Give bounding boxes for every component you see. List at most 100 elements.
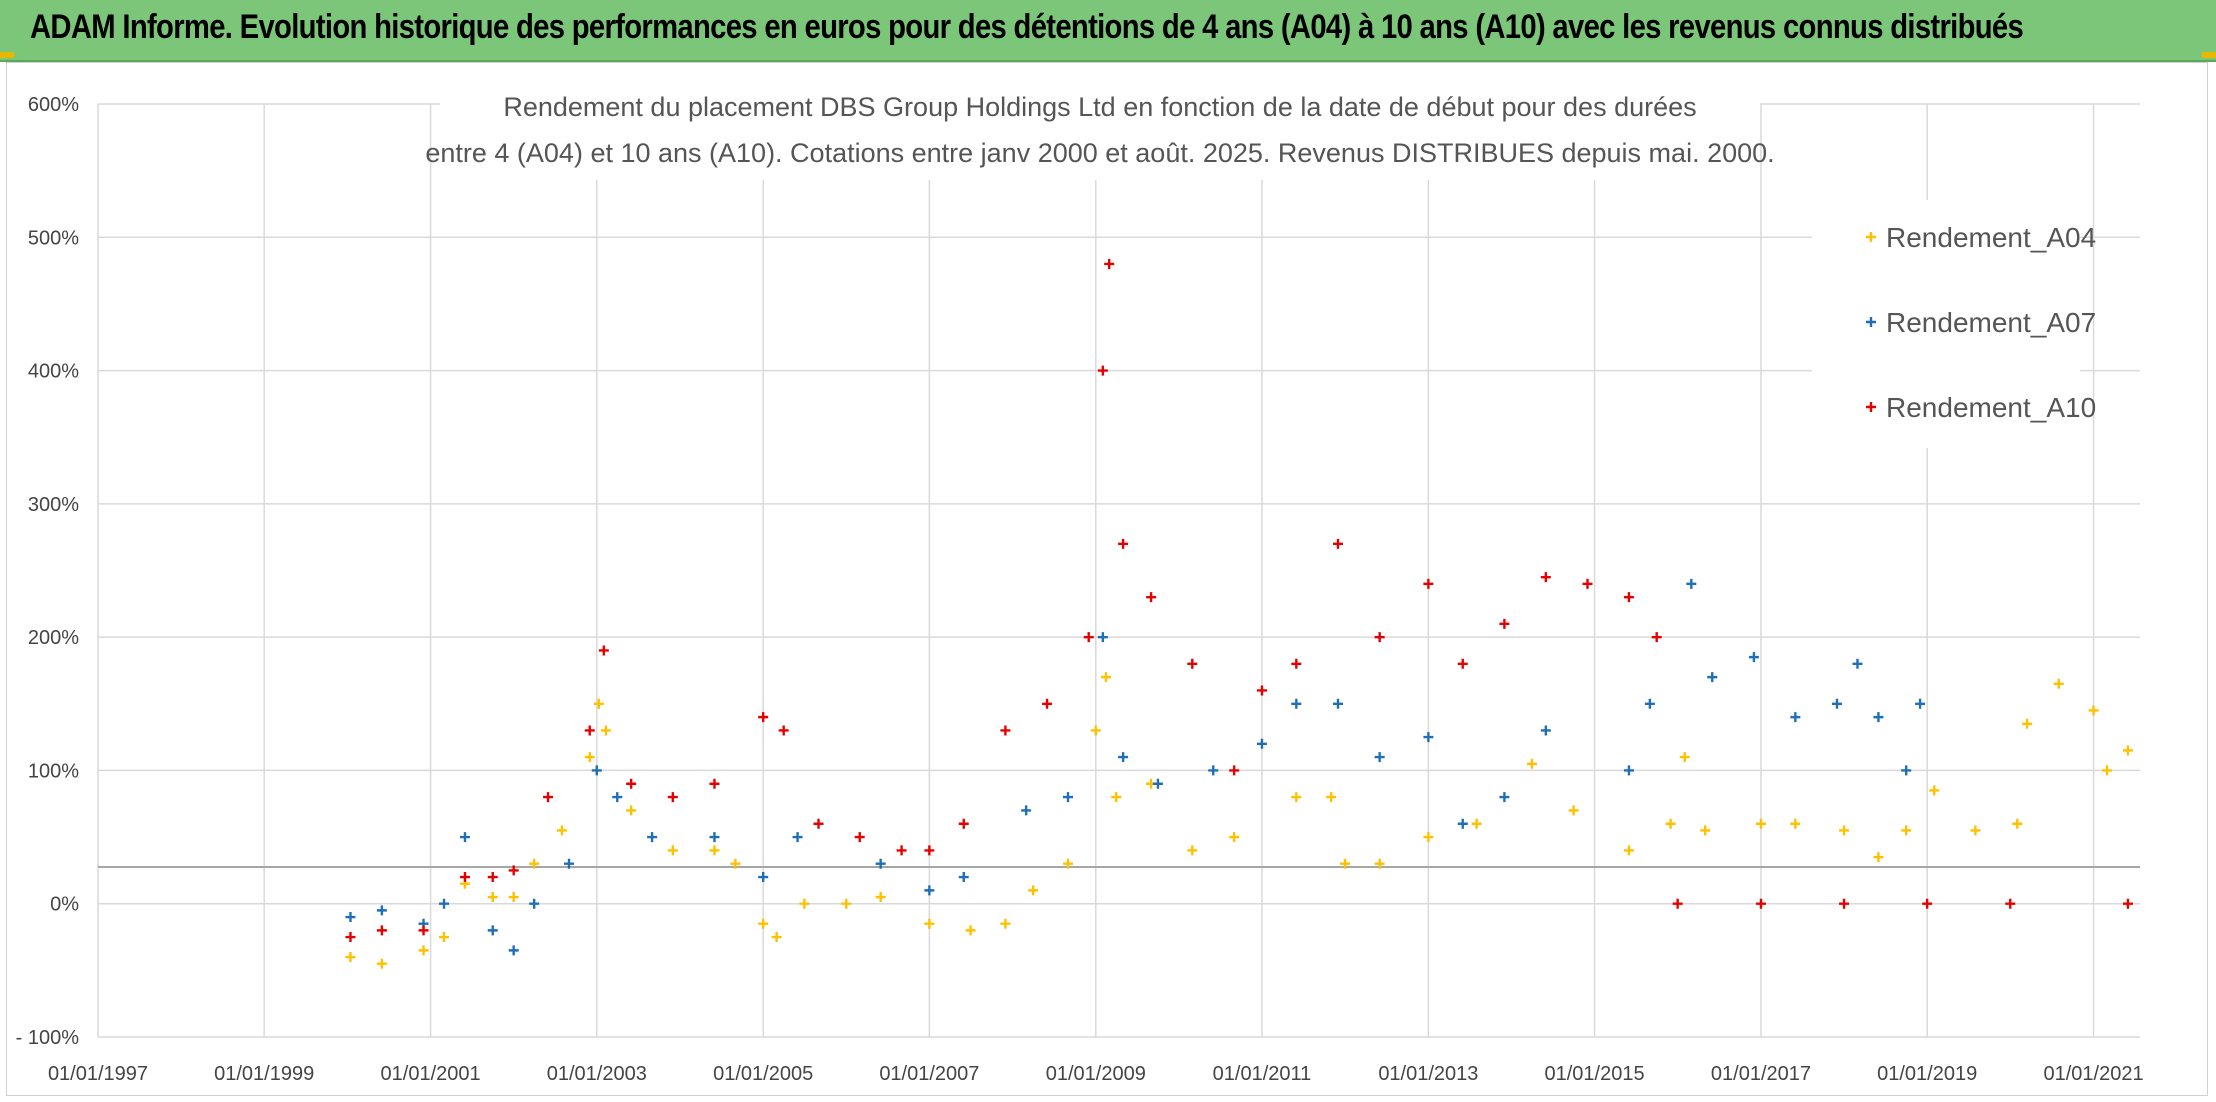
data-point (709, 832, 720, 843)
data-point (543, 792, 554, 803)
data-point (841, 898, 852, 909)
data-point (1097, 365, 1108, 376)
data-point (2122, 898, 2133, 909)
x-tick-label: 01/01/1999 (214, 1063, 314, 1085)
data-point (2101, 765, 2112, 776)
series-rendement-a07 (345, 578, 1926, 956)
data-point (1929, 785, 1940, 796)
data-point (418, 925, 429, 936)
data-point (418, 945, 429, 956)
data-point (591, 765, 602, 776)
data-point (792, 832, 803, 843)
data-point (730, 858, 741, 869)
data-point (1374, 632, 1385, 643)
legend: Rendement_A04 Rendement_A07 Rendement_A10 (1812, 200, 2096, 448)
y-tick-label: 400% (28, 361, 79, 383)
y-tick-label: - 100% (16, 1027, 80, 1049)
data-point (1104, 258, 1115, 269)
data-point (1839, 825, 1850, 836)
chart-title-line1: Rendement du placement DBS Group Holding… (503, 92, 1696, 122)
data-point (1499, 792, 1510, 803)
data-point (799, 898, 810, 909)
data-point (593, 698, 604, 709)
y-tick-label: 500% (28, 227, 79, 249)
data-point (709, 845, 720, 856)
data-point (965, 925, 976, 936)
data-point (1582, 578, 1593, 589)
data-point (1063, 792, 1074, 803)
data-point (508, 945, 519, 956)
data-point (1187, 658, 1198, 669)
data-point (1970, 825, 1981, 836)
data-point (439, 898, 450, 909)
legend-marker (1866, 402, 1876, 412)
data-point (1118, 752, 1129, 763)
data-point (1672, 898, 1683, 909)
data-point (1374, 858, 1385, 869)
data-point (875, 858, 886, 869)
data-point (1291, 658, 1302, 669)
data-point (875, 892, 886, 903)
data-point (1790, 712, 1801, 723)
data-point (924, 918, 935, 929)
data-point (508, 865, 519, 876)
data-point (1755, 818, 1766, 829)
data-point (1839, 898, 1850, 909)
data-point (1790, 818, 1801, 829)
data-point (1090, 725, 1101, 736)
data-point (1333, 538, 1343, 549)
data-point (1457, 658, 1468, 669)
data-point (2012, 818, 2023, 829)
data-point (1457, 818, 1468, 829)
y-tick-label: 200% (28, 627, 79, 649)
x-tick-label: 01/01/2001 (381, 1063, 481, 1085)
series-rendement-a10 (345, 258, 2133, 943)
data-point (1873, 852, 1884, 863)
data-point (529, 858, 540, 869)
data-point (1111, 792, 1122, 803)
data-point (376, 905, 387, 916)
data-point (778, 725, 789, 736)
data-point (564, 858, 575, 869)
data-point (1000, 725, 1011, 736)
x-tick-label: 01/01/2019 (1877, 1063, 1977, 1085)
data-point (667, 792, 678, 803)
data-point (2005, 898, 2016, 909)
data-point (600, 725, 611, 736)
axis-labels: 600% 500% 400% 300% 200% 100% 0% - 100% 01/01/19… (16, 94, 2144, 1085)
series-rendement-a04 (345, 672, 2133, 969)
legend-label: Rendement_A07 (1886, 307, 2096, 338)
data-point (612, 792, 623, 803)
data-point (376, 925, 387, 936)
data-point (1146, 592, 1157, 603)
data-point (556, 825, 567, 836)
data-point (1042, 698, 1053, 709)
report-banner: ADAM Informe. Evolution historique des p… (0, 0, 2216, 62)
x-tick-label: 01/01/2005 (713, 1063, 813, 1085)
data-point (1097, 632, 1108, 643)
data-point (709, 778, 720, 789)
data-point (1623, 845, 1634, 856)
data-point (1374, 752, 1385, 763)
legend-label: Rendement_A04 (1886, 222, 2096, 253)
data-point (758, 712, 769, 723)
x-tick-label: 01/01/2015 (1545, 1063, 1645, 1085)
data-point (2088, 705, 2099, 716)
legend-marker (1866, 317, 1876, 327)
data-point (1256, 738, 1267, 749)
data-point (1832, 698, 1842, 709)
data-point (626, 778, 637, 789)
data-points (345, 258, 2133, 969)
y-tick-label: 0% (50, 894, 79, 916)
data-point (924, 845, 935, 856)
data-point (1423, 732, 1434, 743)
data-point (1748, 652, 1759, 663)
legend-label: Rendement_A10 (1886, 392, 2096, 423)
data-point (1333, 698, 1343, 709)
banner-corner-right (2202, 52, 2216, 58)
x-tick-label: 01/01/2007 (879, 1063, 979, 1085)
data-point (958, 872, 969, 883)
data-point (584, 752, 595, 763)
data-point (758, 872, 769, 883)
